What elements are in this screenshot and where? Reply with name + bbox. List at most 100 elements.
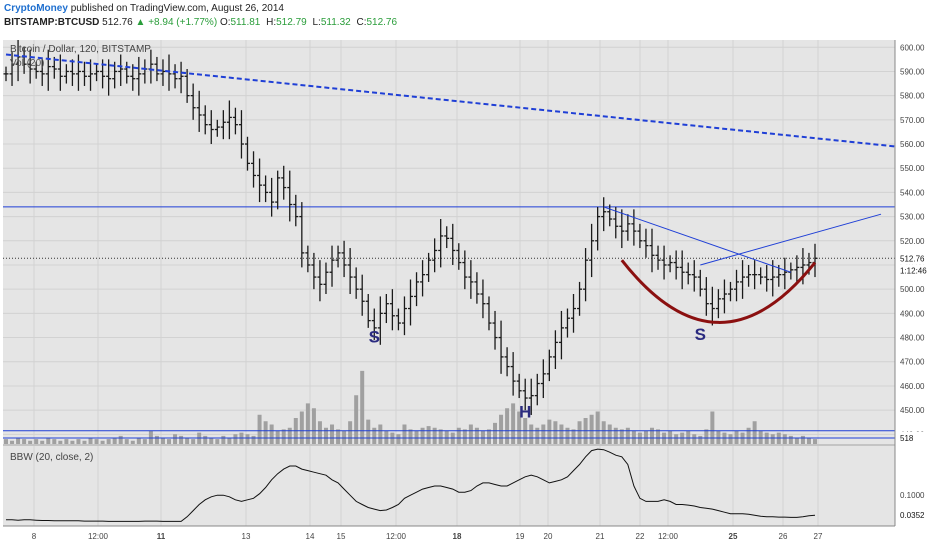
bbw-y-tick-label: 0.1000 xyxy=(900,491,925,500)
volume-bar xyxy=(486,429,491,444)
symbol-label: BITSTAMP:BTCUSD xyxy=(4,17,100,28)
volume-bar xyxy=(94,439,99,444)
published-text: published on TradingView.com, August 26,… xyxy=(70,3,284,14)
volume-bar xyxy=(88,437,93,444)
drawings: S H S xyxy=(5,53,896,422)
volume-bar xyxy=(752,421,757,444)
volume-bar xyxy=(493,422,498,444)
volume-bar xyxy=(167,439,172,444)
volume-bar xyxy=(251,435,256,444)
volume-bar xyxy=(336,429,341,444)
volume-value-label-box xyxy=(897,432,931,444)
pattern-label: S xyxy=(369,328,380,347)
volume-bar xyxy=(800,435,805,444)
volume-bar xyxy=(649,427,654,444)
y-tick-label: 550.00 xyxy=(900,164,925,173)
y-tick-label: 600.00 xyxy=(900,43,925,52)
volume-value-label: 518 xyxy=(900,434,914,443)
volume-bar xyxy=(408,429,413,444)
ohlc-low-value: 511.32 xyxy=(320,17,351,28)
volume-bar xyxy=(607,424,612,444)
volume-bar xyxy=(372,427,377,444)
volume-bar xyxy=(402,424,407,444)
volume-bar xyxy=(76,439,81,444)
volume-bar xyxy=(215,439,220,444)
volume-bar xyxy=(396,434,401,444)
volume-bar xyxy=(160,437,165,444)
drawn-lines xyxy=(3,206,895,439)
volume-bar xyxy=(547,419,552,444)
volume-bar xyxy=(625,427,630,444)
volume-bar xyxy=(499,414,504,444)
x-tick-label: 26 xyxy=(779,532,788,541)
volume-bar xyxy=(209,437,214,444)
volume-bar xyxy=(438,429,443,444)
volume-bar xyxy=(728,434,733,444)
volume-bar xyxy=(674,434,679,444)
volume-bar xyxy=(323,427,328,444)
chart-title: Bitcoin / Dollar, 120, BITSTAMP xyxy=(10,44,151,55)
volume-bar xyxy=(354,395,359,444)
x-tick-label: 25 xyxy=(729,532,738,541)
volume-bar xyxy=(10,440,15,444)
volume-bar xyxy=(257,414,262,444)
volume-bars xyxy=(4,370,817,444)
volume-bar xyxy=(704,429,709,444)
y-tick-label: 580.00 xyxy=(900,92,925,101)
y-tick-label: 490.00 xyxy=(900,309,925,318)
publish-header: CryptoMoney published on TradingView.com… xyxy=(4,3,284,14)
pattern-label: S xyxy=(695,325,706,344)
volume-bar xyxy=(426,426,431,444)
y-tick-label: 500.00 xyxy=(900,285,925,294)
volume-bar xyxy=(4,439,8,444)
volume-bar xyxy=(46,437,51,444)
volume-bar xyxy=(130,440,135,444)
countdown-label-box xyxy=(897,264,931,277)
volume-bar xyxy=(305,403,310,444)
publisher-link[interactable]: CryptoMoney xyxy=(4,3,68,14)
volume-bar xyxy=(565,427,570,444)
volume-bar xyxy=(456,427,461,444)
volume-bar xyxy=(517,411,522,444)
x-tick-label: 15 xyxy=(337,532,346,541)
axes: 600.00 590.00 580.00 570.00 560.00 550.00 540.… xyxy=(3,40,931,541)
volume-bar xyxy=(589,414,594,444)
volume-bar xyxy=(794,437,799,444)
volume-bar xyxy=(656,429,661,444)
bbw-value-label-box xyxy=(897,509,931,522)
volume-bar xyxy=(619,429,624,444)
y-tick-label: 570.00 xyxy=(900,116,925,125)
volume-legend: Vol (20) xyxy=(10,58,44,69)
volume-bar xyxy=(360,370,365,444)
x-tick-label: 20 xyxy=(544,532,553,541)
bbw-line xyxy=(6,448,816,522)
volume-bar xyxy=(782,434,787,444)
neckline-up xyxy=(700,213,882,266)
volume-bar xyxy=(468,424,473,444)
volume-bar xyxy=(58,440,63,444)
ohlc-close-key: C: xyxy=(356,17,367,28)
volume-bar xyxy=(203,435,208,444)
volume-bar xyxy=(535,427,540,444)
volume-bar xyxy=(710,411,715,444)
x-tick-label: 19 xyxy=(516,532,525,541)
volume-bar xyxy=(179,435,184,444)
neckline-down xyxy=(603,206,792,273)
volume-bar xyxy=(124,439,129,444)
volume-bar xyxy=(432,427,437,444)
x-tick-label: 12:00 xyxy=(88,532,109,541)
x-tick-label: 22 xyxy=(636,532,645,541)
volume-bar xyxy=(577,421,582,444)
long-trendline xyxy=(5,53,896,148)
symbol-header: BITSTAMP:BTCUSD 512.76 ▲ +8.94 (+1.77%) … xyxy=(4,17,400,28)
volume-bar xyxy=(613,427,618,444)
y-tick-label: 460.00 xyxy=(900,382,925,391)
volume-bar xyxy=(34,439,39,444)
volume-bar xyxy=(118,435,123,444)
volume-bar xyxy=(317,421,322,444)
x-tick-label: 18 xyxy=(453,532,462,541)
volume-bar xyxy=(263,421,268,444)
volume-bar xyxy=(474,427,479,444)
last-price-label-box xyxy=(897,252,931,265)
